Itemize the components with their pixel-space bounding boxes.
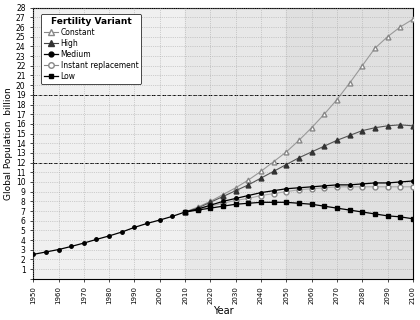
- Legend: Constant, High, Medium, Instant replacement, Low: Constant, High, Medium, Instant replacem…: [41, 14, 142, 84]
- Bar: [33, 8, 185, 279]
- Y-axis label: Global Population  billion: Global Population billion: [4, 87, 13, 200]
- X-axis label: Year: Year: [213, 306, 234, 316]
- Bar: [286, 8, 413, 279]
- Bar: [185, 8, 286, 279]
